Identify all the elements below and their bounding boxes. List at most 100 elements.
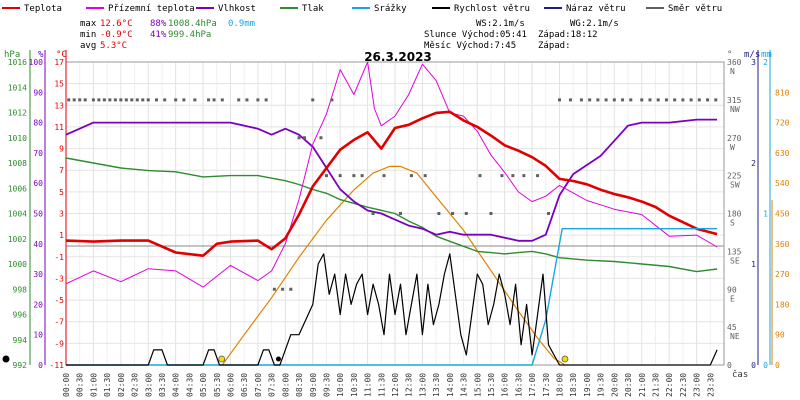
stat-max-label: max: [80, 19, 97, 29]
wind-direction-point: [706, 98, 710, 102]
legend-label: Přízemní teplota: [108, 4, 195, 14]
wind-direction-point: [237, 98, 241, 102]
wind-direction-point: [135, 98, 139, 102]
solar-tick: 0: [775, 361, 780, 370]
wind-direction-point: [97, 98, 101, 102]
pressure-tick: 1002: [8, 235, 27, 244]
wind-direction-point: [330, 98, 334, 102]
x-tick: 01:30: [103, 373, 112, 397]
legend-label: Teplota: [24, 4, 62, 14]
rain-tick: 2: [763, 58, 768, 67]
pressure-tick: 1016: [8, 58, 27, 67]
moonrise-marker: [275, 356, 281, 362]
wind-direction-point: [714, 98, 718, 102]
direction-tick-label: S: [730, 219, 735, 228]
x-tick: 22:30: [679, 373, 688, 397]
humidity-tick: 50: [33, 210, 43, 219]
wind-tick: 3: [751, 58, 756, 67]
humidity-tick: 0: [38, 361, 43, 370]
stat-avg-temp: 5.3°C: [100, 41, 127, 51]
moon-phase-icon: [2, 355, 10, 363]
stat-max-temp: 12.6°C: [100, 19, 133, 29]
wind-direction-point: [324, 174, 328, 178]
x-tick: 15:30: [487, 373, 496, 397]
stat-max-pres: 1008.4hPa: [168, 19, 217, 29]
direction-tick-label: NE: [730, 332, 740, 341]
wind-direction-point: [72, 98, 76, 102]
wind-direction-point: [371, 212, 375, 215]
pressure-tick: 996: [13, 311, 28, 320]
pressure-tick: 1000: [8, 260, 27, 269]
solar-tick: 810: [775, 88, 790, 97]
direction-tick: 225: [727, 172, 742, 181]
humidity-tick: 10: [33, 331, 43, 340]
wind-direction-point: [141, 98, 145, 102]
temp-tick: 15: [54, 80, 64, 89]
sunrise-marker: [218, 355, 226, 363]
wind-direction-point: [697, 98, 701, 102]
x-tick: 08:30: [295, 373, 304, 397]
x-tick: 03:00: [144, 373, 153, 397]
wind-direction-point: [536, 174, 540, 178]
info-panel: WS:2.1m/s WG:2.1m/s Slunce Východ:05:41 …: [424, 19, 619, 51]
direction-tick: 0: [727, 361, 732, 370]
x-tick: 03:30: [158, 373, 167, 397]
wind-direction-point: [338, 174, 342, 178]
humidity-tick: 90: [33, 88, 43, 97]
solar-tick: 270: [775, 270, 790, 279]
pressure-tick: 1012: [8, 109, 27, 118]
stat-max-hum: 88%: [150, 19, 167, 29]
wind-direction-point: [612, 98, 616, 102]
legend-label: Rychlost větru: [454, 4, 530, 14]
wind-direction-point: [102, 98, 106, 102]
wind-direction-point: [451, 212, 455, 215]
plot-area: [2, 61, 718, 366]
legend-label: Srážky: [374, 4, 407, 14]
humidity-tick: 30: [33, 270, 43, 279]
x-tick: 21:00: [638, 373, 647, 397]
temp-tick: 11: [54, 123, 64, 132]
sunset-marker: [561, 355, 569, 363]
x-tick: 14:30: [460, 373, 469, 397]
x-tick: 05:00: [199, 373, 208, 397]
wind-direction-point: [681, 98, 685, 102]
x-tick: 23:00: [693, 373, 702, 397]
temp-tick: 9: [59, 145, 64, 154]
humidity-tick: 60: [33, 179, 43, 188]
wind-direction-point: [281, 287, 285, 291]
temp-tick: 3: [59, 210, 64, 219]
solar-tick: 450: [775, 210, 790, 219]
wind-direction-point: [207, 98, 211, 102]
wind-direction-point: [629, 98, 633, 102]
wind-direction-point: [245, 98, 249, 102]
wind-direction-point: [146, 98, 150, 102]
direction-axis-unit: °: [727, 50, 732, 60]
temp-axis-unit: °C: [56, 50, 67, 60]
solar-tick: 180: [775, 300, 790, 309]
wind-direction-point: [264, 98, 268, 102]
wind-tick: 2: [751, 159, 756, 168]
stat-max-rain: 0.9mm: [228, 19, 255, 29]
direction-tick-label: W: [730, 143, 735, 152]
x-tick: 10:00: [336, 373, 345, 397]
solar-tick: 90: [775, 331, 785, 340]
wind-direction-point: [489, 212, 493, 215]
x-tick: 19:00: [583, 373, 592, 397]
humidity-axis-unit: %: [38, 50, 44, 60]
legend: Teplota Přízemní teplota Vlhkost Tlak Srážky…: [2, 4, 722, 14]
wind-direction-point: [193, 98, 197, 102]
info-moonset: Západ:: [538, 41, 571, 51]
wind-direction-point: [83, 98, 87, 102]
pressure-tick: 1014: [8, 83, 27, 92]
pressure-tick: 1004: [8, 210, 27, 219]
wind-direction-point: [673, 98, 677, 102]
wind-direction-point: [297, 136, 301, 140]
direction-tick-label: SE: [730, 256, 740, 265]
x-tick: 01:00: [89, 373, 98, 397]
wind-direction-point: [220, 98, 224, 102]
wind-direction-point: [91, 98, 95, 102]
axes: hPa9929949969981000100210041006100810101…: [4, 50, 790, 370]
wind-direction-point: [289, 287, 293, 291]
legend-label: Tlak: [302, 4, 324, 14]
